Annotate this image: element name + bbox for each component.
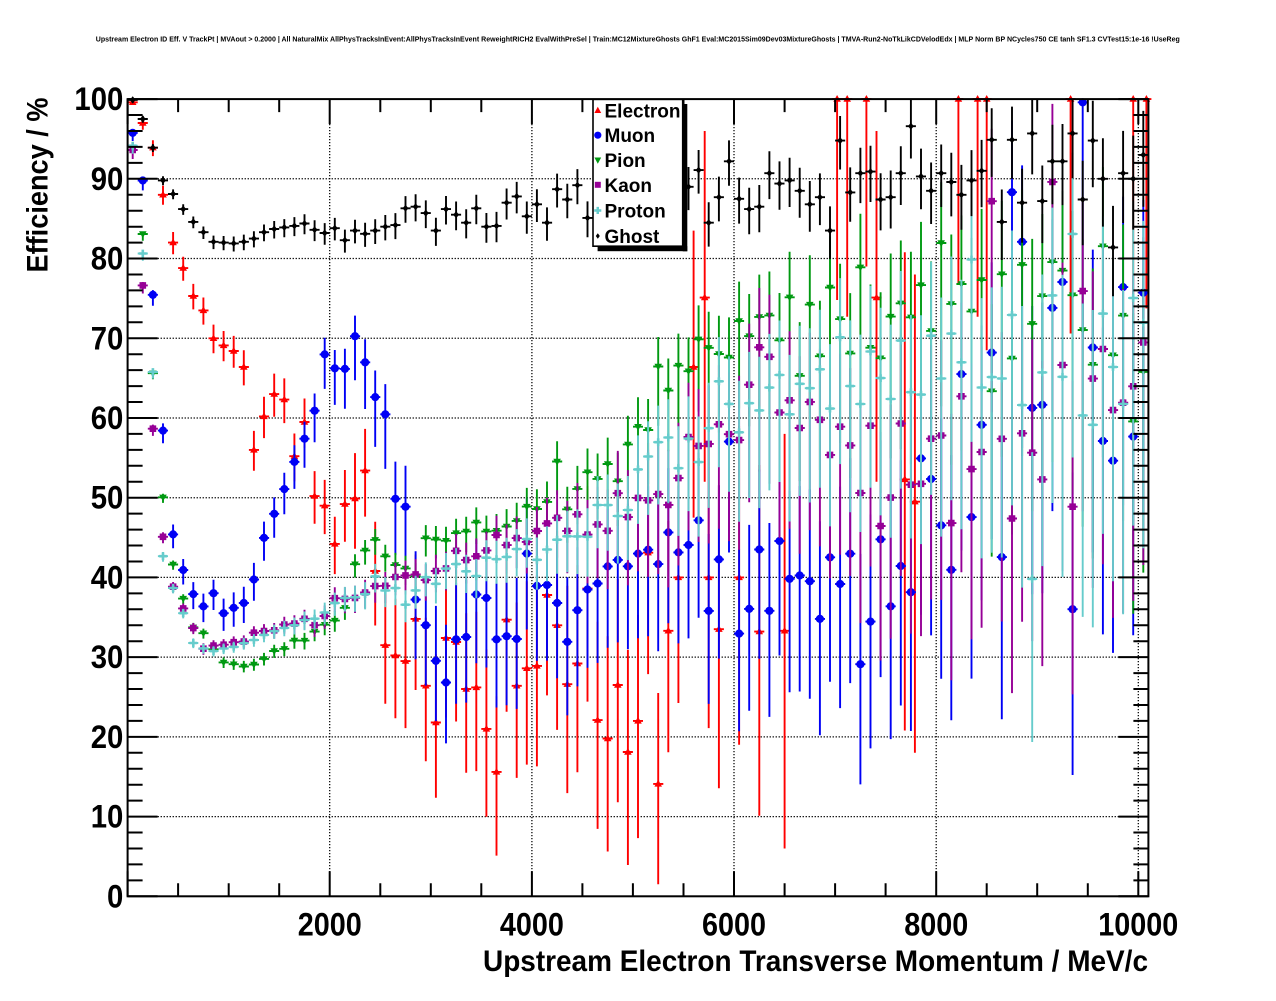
svg-text:10000: 10000: [1098, 907, 1178, 943]
svg-text:Upstream Electron Transverse M: Upstream Electron Transverse Momentum / …: [483, 945, 1148, 978]
svg-text:90: 90: [91, 161, 124, 197]
svg-text:50: 50: [91, 480, 124, 516]
svg-text:2000: 2000: [298, 907, 362, 943]
svg-text:Upstream Electron ID Eff. V Tr: Upstream Electron ID Eff. V TrackPt | MV…: [96, 37, 1180, 44]
svg-text:6000: 6000: [702, 907, 766, 943]
svg-text:60: 60: [91, 400, 124, 436]
svg-text:Efficiency / %: Efficiency / %: [22, 97, 55, 272]
svg-text:80: 80: [91, 241, 124, 277]
svg-text:Proton: Proton: [605, 201, 666, 222]
svg-text:Ghost: Ghost: [605, 227, 661, 248]
svg-text:30: 30: [91, 639, 124, 675]
svg-text:100: 100: [74, 81, 123, 117]
svg-text:Muon: Muon: [605, 126, 656, 147]
svg-text:70: 70: [91, 320, 124, 356]
svg-text:4000: 4000: [500, 907, 564, 943]
svg-text:0: 0: [107, 878, 123, 914]
svg-text:Electron: Electron: [605, 102, 681, 123]
svg-text:40: 40: [91, 559, 124, 595]
svg-text:8000: 8000: [904, 907, 968, 943]
svg-text:10: 10: [91, 799, 124, 835]
svg-text:20: 20: [91, 719, 124, 755]
svg-text:Kaon: Kaon: [605, 176, 653, 197]
svg-text:Pion: Pion: [605, 151, 646, 172]
